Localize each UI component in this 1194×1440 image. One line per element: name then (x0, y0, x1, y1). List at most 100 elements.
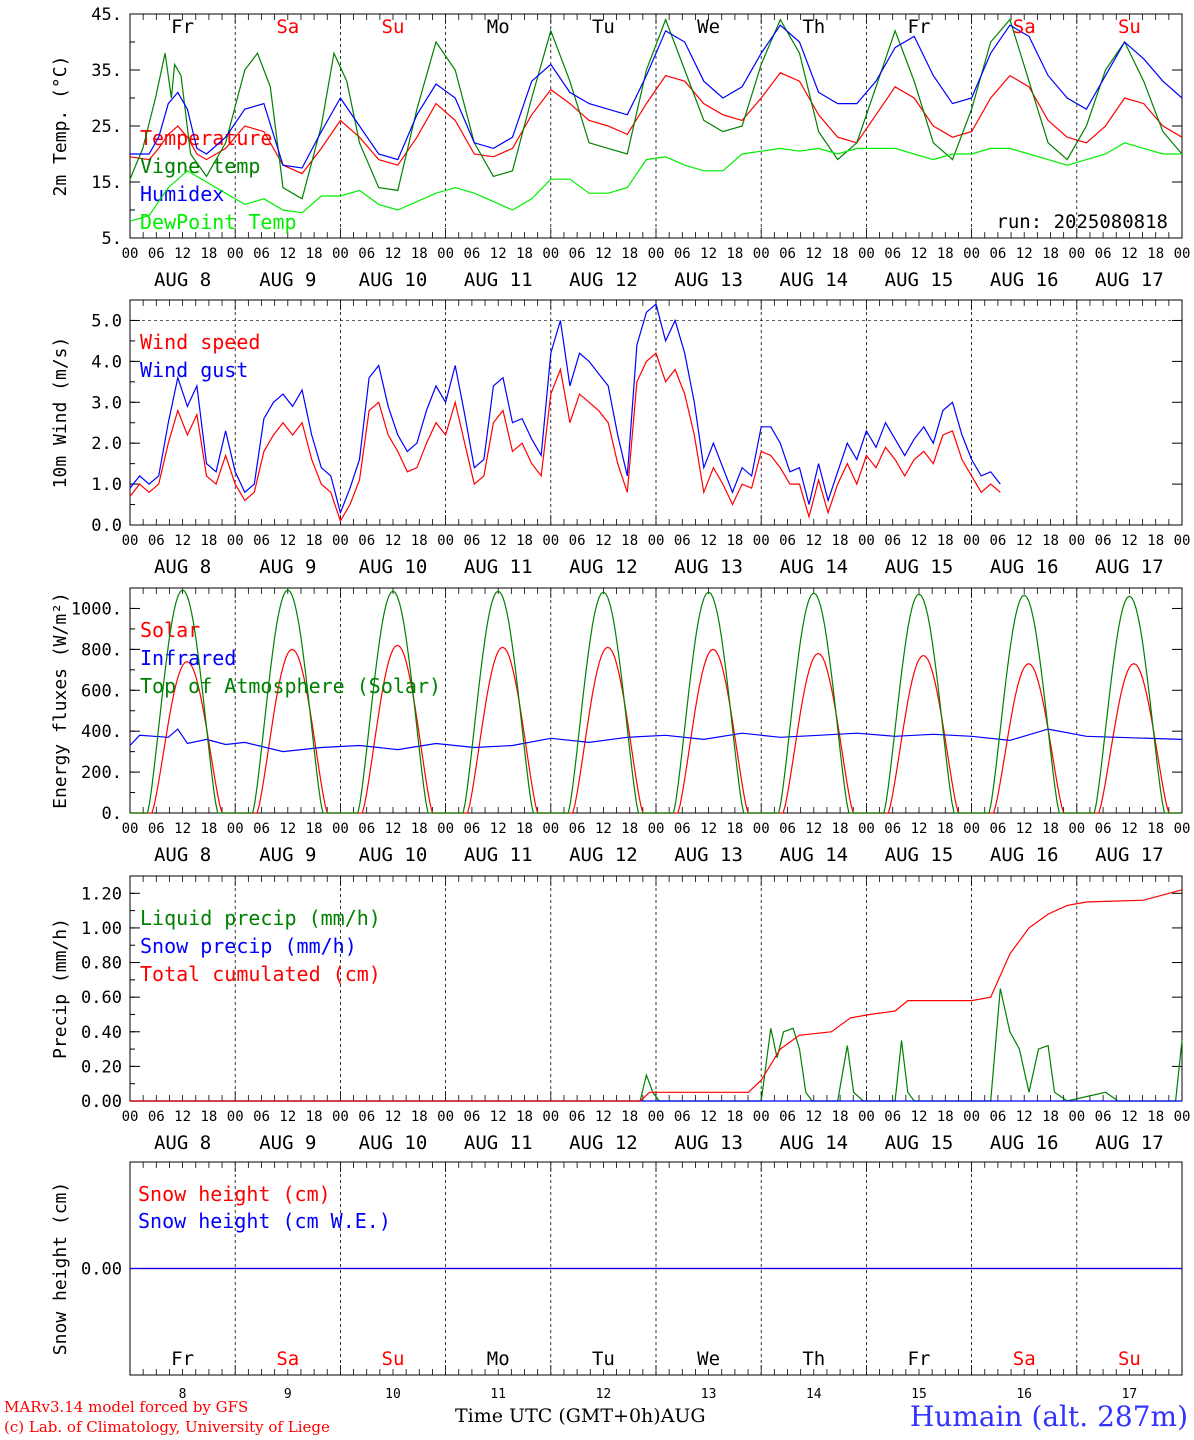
precip-hour-label: 12 (595, 1109, 612, 1125)
wind-day-label: AUG 9 (259, 556, 316, 578)
temp-day-label: AUG 11 (464, 269, 533, 291)
temp-hour-label: 12 (490, 246, 507, 262)
precip-day-label: AUG 10 (359, 1132, 428, 1154)
precip-ytick-label: 1.00 (81, 919, 122, 939)
temp-series-0 (129, 72, 1183, 175)
wind-frame (129, 299, 1183, 526)
temp-day-label: AUG 17 (1095, 269, 1164, 291)
snow-legend-0: Snow height (cm) (138, 1182, 331, 1206)
precip-hour-label: 12 (174, 1109, 191, 1125)
precip-hour-label: 12 (1121, 1109, 1138, 1125)
temp-day-label: AUG 16 (990, 269, 1059, 291)
temp-weekday-label: Su (1118, 16, 1141, 38)
precip-ytick-label: 0.60 (81, 988, 122, 1008)
wind-day-label: AUG 11 (464, 556, 533, 578)
energy-hour-label: 12 (700, 821, 717, 837)
wind-hour-label: 18 (1042, 533, 1059, 549)
energy-hour-label: 12 (385, 821, 402, 837)
temp-hour-label: 06 (358, 246, 375, 262)
temp-weekday-label: Fr (908, 16, 931, 38)
energy-ytick-label: 600. (81, 681, 122, 701)
precip-hour-label: 18 (1147, 1109, 1164, 1125)
wind-series-0 (129, 352, 1001, 523)
wind-hour-label: 12 (911, 533, 928, 549)
temp-hour-label: 18 (200, 246, 217, 262)
temp-hour-label: 00 (963, 246, 980, 262)
wind-hour-label: 12 (174, 533, 191, 549)
wind-hour-label: 00 (122, 533, 139, 549)
temp-hour-label: 00 (753, 246, 770, 262)
precip-legend-0: Liquid precip (mm/h) (140, 906, 381, 930)
wind-hour-label: 18 (200, 533, 217, 549)
wind-hour-label: 06 (674, 533, 691, 549)
temp-frame (129, 13, 1183, 239)
energy-hour-label: 00 (1174, 821, 1191, 837)
wind-day-label: AUG 12 (569, 556, 638, 578)
precip-hour-label: 00 (332, 1109, 349, 1125)
precip-hour-label: 00 (963, 1109, 980, 1125)
energy-hour-label: 00 (122, 821, 139, 837)
energy-hour-label: 06 (253, 821, 270, 837)
temp-weekday-label: Sa (1013, 16, 1036, 38)
precip-legend-1: Snow precip (mm/h) (140, 934, 357, 958)
wind-legend-0: Wind speed (140, 330, 260, 354)
wind-hour-label: 12 (279, 533, 296, 549)
wind-ytick-label: 3.0 (91, 393, 122, 413)
wind-hour-label: 00 (648, 533, 665, 549)
temp-weekday-label: Sa (276, 16, 299, 38)
temp-hour-label: 12 (700, 246, 717, 262)
x-axis-title: Time UTC (GMT+0h)AUG (455, 1405, 706, 1427)
snow-day-number: 9 (284, 1387, 292, 1400)
temp-hour-label: 12 (279, 246, 296, 262)
wind-hour-label: 00 (1068, 533, 1085, 549)
wind-hour-label: 00 (437, 533, 454, 549)
temp-hour-label: 00 (542, 246, 559, 262)
precip-day-label: AUG 15 (885, 1132, 954, 1154)
energy-hour-label: 06 (148, 821, 165, 837)
precip-hour-label: 12 (805, 1109, 822, 1125)
precip-ytick-label: 0.40 (81, 1023, 122, 1043)
energy-ylabel: Energy fluxes (W/m²) (50, 592, 71, 809)
energy-day-label: AUG 9 (259, 844, 316, 866)
wind-hour-label: 00 (227, 533, 244, 549)
wind-hour-label: 18 (516, 533, 533, 549)
energy-hour-label: 18 (1042, 821, 1059, 837)
wind-hour-label: 18 (306, 533, 323, 549)
temp-hour-label: 06 (463, 246, 480, 262)
snow-weekday-label: Sa (1013, 1348, 1036, 1370)
temp-ytick-label: 25. (91, 117, 122, 137)
energy-hour-label: 12 (1121, 821, 1138, 837)
temp-hour-label: 12 (595, 246, 612, 262)
wind-day-label: AUG 15 (885, 556, 954, 578)
temp-hour-label: 06 (148, 246, 165, 262)
energy-hour-label: 00 (542, 821, 559, 837)
energy-day-label: AUG 15 (885, 844, 954, 866)
energy-hour-label: 18 (516, 821, 533, 837)
wind-hour-label: 06 (463, 533, 480, 549)
precip-hour-label: 06 (569, 1109, 586, 1125)
temp-hour-label: 18 (832, 246, 849, 262)
temp-ylabel: 2m Temp. (°C) (50, 56, 71, 197)
temp-hour-label: 18 (1147, 246, 1164, 262)
wind-hour-label: 00 (858, 533, 875, 549)
wind-hour-label: 12 (490, 533, 507, 549)
precip-hour-label: 00 (122, 1109, 139, 1125)
wind-hour-label: 06 (779, 533, 796, 549)
wind-hour-label: 06 (884, 533, 901, 549)
meteogram-svg: 5. 15. 25. 35. 45. 2m Temp. (°C) Temperature Vi… (50, 5, 1191, 1402)
wind-hour-label: 18 (726, 533, 743, 549)
wind-hour-label: 12 (1016, 533, 1033, 549)
precip-hour-label: 06 (253, 1109, 270, 1125)
precip-hour-label: 06 (463, 1109, 480, 1125)
energy-hour-label: 06 (884, 821, 901, 837)
precip-hour-label: 12 (1016, 1109, 1033, 1125)
temp-legend-3: DewPoint Temp (140, 210, 297, 234)
precip-hour-label: 18 (306, 1109, 323, 1125)
wind-ytick-label: 1.0 (91, 475, 122, 495)
snow-weekday-label: Th (802, 1348, 825, 1370)
temp-ytick-label: 45. (91, 5, 122, 25)
snow-day-number: 12 (596, 1387, 612, 1400)
energy-legend-1: Infrared (140, 646, 236, 670)
temp-legend-2: Humidex (140, 182, 224, 206)
precip-day-label: AUG 14 (779, 1132, 848, 1154)
